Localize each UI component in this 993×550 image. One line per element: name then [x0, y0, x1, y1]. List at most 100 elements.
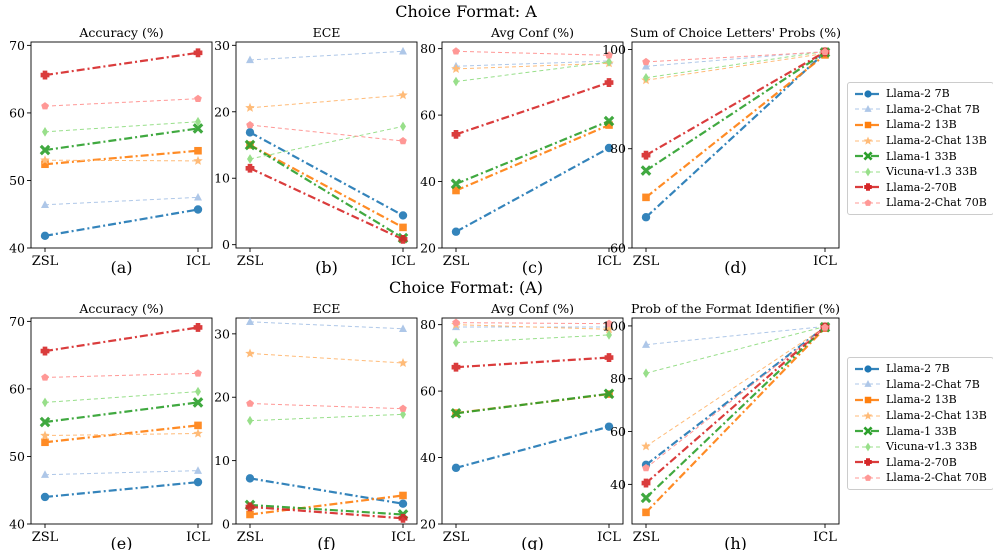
series-line	[44, 196, 199, 206]
series-2	[452, 390, 613, 417]
data-point	[451, 227, 461, 236]
x-tick-label: ICL	[813, 254, 837, 269]
series-4	[450, 388, 615, 419]
series-0	[245, 474, 408, 508]
data-point	[39, 416, 51, 428]
series-line	[44, 51, 199, 77]
series-line	[645, 326, 826, 484]
axes-frame	[30, 41, 213, 249]
row-title-paren-a: Choice Format: (A)	[389, 278, 543, 297]
series-2	[41, 421, 202, 447]
data-point	[452, 186, 460, 195]
panel-e: Accuracy (%) 40 50 60 70 ZSL ICL (e)	[9, 301, 213, 550]
series-7	[246, 399, 407, 412]
axes-frame	[631, 41, 840, 249]
data-point	[821, 47, 829, 56]
data-point	[641, 213, 651, 222]
y-tick-label: 30	[214, 326, 230, 341]
panel-title: Sum of Choice Letters' Probs (%)	[630, 25, 841, 40]
data-point	[193, 323, 203, 332]
legend-label: Llama-2-Chat 70B	[886, 471, 987, 485]
legend-swatch	[855, 411, 881, 420]
legend-entry: Llama-2 7B	[854, 86, 987, 102]
y-tick-label: 10	[214, 453, 230, 468]
series-1	[452, 56, 613, 70]
data-point	[245, 163, 255, 173]
axes-frame	[235, 41, 418, 249]
data-point	[41, 200, 49, 208]
data-point	[642, 193, 650, 202]
series-2	[642, 324, 829, 517]
series-line	[249, 131, 404, 217]
legend-entry: Vicuna-v1.3 33B	[854, 439, 987, 455]
series-line	[455, 50, 610, 56]
series-line	[249, 321, 404, 330]
series-line	[645, 50, 826, 79]
panel-title: Avg Conf (%)	[490, 301, 574, 316]
series-line	[249, 413, 404, 422]
legend-entry: Llama-2-Chat 13B	[854, 408, 987, 424]
series-line	[455, 124, 610, 192]
data-point	[40, 155, 50, 165]
legend-label: Llama-2-Chat 7B	[886, 102, 980, 116]
series-line	[249, 124, 404, 142]
data-point	[604, 143, 614, 153]
data-point	[246, 399, 254, 407]
panel-b: ECE 0 10 20 30 ZSL ICL (b)	[214, 25, 418, 277]
legend-swatch	[855, 365, 881, 373]
series-5	[247, 121, 406, 164]
data-point	[643, 368, 649, 378]
series-line	[44, 372, 199, 378]
panel-c: Avg Conf (%) 20 40 60 80 ZSL ICL (c)	[420, 25, 624, 277]
series-line	[44, 391, 199, 403]
series-line	[455, 425, 610, 469]
series-2	[41, 146, 202, 169]
series-5	[42, 386, 201, 408]
series-line	[455, 61, 610, 83]
y-tick-label: 80	[610, 141, 626, 156]
x-tick-label: ZSL	[32, 254, 59, 269]
y-tick-label: 20	[420, 517, 436, 532]
data-point	[642, 57, 650, 66]
y-tick-label: 60	[610, 424, 626, 439]
data-point	[604, 324, 614, 334]
x-tick-label: ICL	[186, 530, 210, 545]
y-tick-label: 20	[420, 241, 436, 256]
series-3	[40, 428, 203, 440]
data-point	[641, 441, 651, 451]
data-point	[245, 102, 255, 112]
legend-entry: Vicuna-v1.3 33B	[854, 164, 987, 180]
x-tick-label: ZSL	[633, 254, 660, 269]
data-point	[642, 508, 650, 517]
data-point	[40, 231, 50, 241]
y-tick-label: 0	[222, 237, 230, 252]
legend-swatch	[855, 105, 881, 113]
data-point	[398, 499, 408, 508]
series-line	[645, 50, 826, 157]
data-point	[246, 510, 254, 519]
data-point	[821, 323, 829, 331]
legend-label: Vicuna-v1.3 33B	[886, 165, 978, 179]
panel-title: Accuracy (%)	[78, 301, 163, 316]
series-6	[451, 78, 614, 139]
data-point	[398, 358, 408, 368]
series-line	[249, 144, 404, 239]
series-2	[246, 491, 407, 519]
series-line	[645, 327, 826, 469]
series-2	[452, 121, 613, 195]
series-7	[41, 369, 202, 381]
y-tick-label: 40	[610, 477, 626, 492]
series-3	[245, 90, 408, 112]
data-point	[604, 353, 614, 362]
series-line	[455, 62, 610, 70]
series-line	[44, 401, 199, 424]
series-0	[245, 128, 408, 220]
series-line	[44, 149, 199, 166]
data-point	[606, 57, 612, 67]
series-line	[44, 98, 199, 107]
x-tick-label: ICL	[597, 530, 621, 545]
legend-swatch	[855, 426, 881, 436]
data-point	[399, 137, 407, 145]
series-5	[453, 330, 612, 348]
data-point	[245, 348, 255, 358]
